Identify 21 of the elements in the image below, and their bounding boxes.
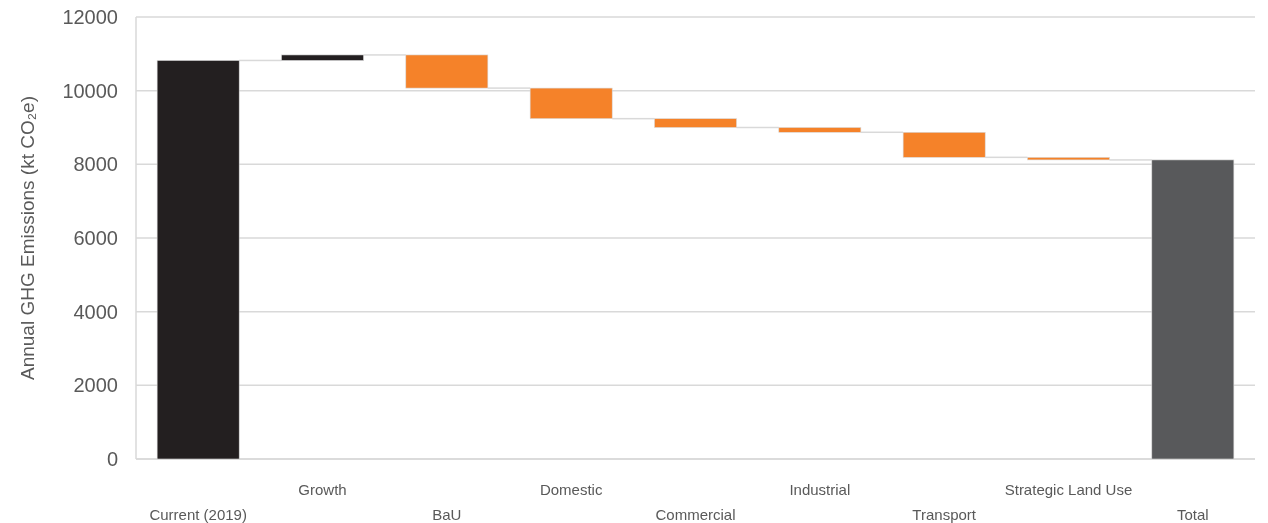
bar: [281, 54, 364, 61]
bar: [778, 127, 862, 133]
x-tick-label: Industrial: [789, 481, 851, 498]
x-tick-label: Total: [1176, 506, 1209, 523]
x-tick-label: Current (2019): [149, 506, 247, 523]
y-tick-label: 0: [106, 448, 118, 470]
y-tick-label: 12000: [62, 6, 118, 28]
x-tick-label: Transport: [912, 506, 977, 523]
y-tick-label: 6000: [73, 227, 118, 249]
bar: [654, 118, 737, 128]
y-tick-label: 8000: [73, 153, 118, 176]
bar: [902, 131, 986, 158]
x-tick-label: Strategic Land Use: [1004, 481, 1133, 498]
y-tick-label: 4000: [73, 300, 118, 323]
y-axis-title: Annual GHG Emissions (kt CO₂e): [17, 95, 38, 381]
x-tick-label: BaU: [432, 506, 462, 523]
x-tick-label: Domestic: [539, 481, 603, 498]
y-tick-label: 2000: [73, 374, 118, 397]
x-tick-label: Commercial: [655, 506, 736, 523]
x-tick-label: Growth: [298, 481, 347, 498]
y-tick-label: 10000: [62, 79, 118, 102]
